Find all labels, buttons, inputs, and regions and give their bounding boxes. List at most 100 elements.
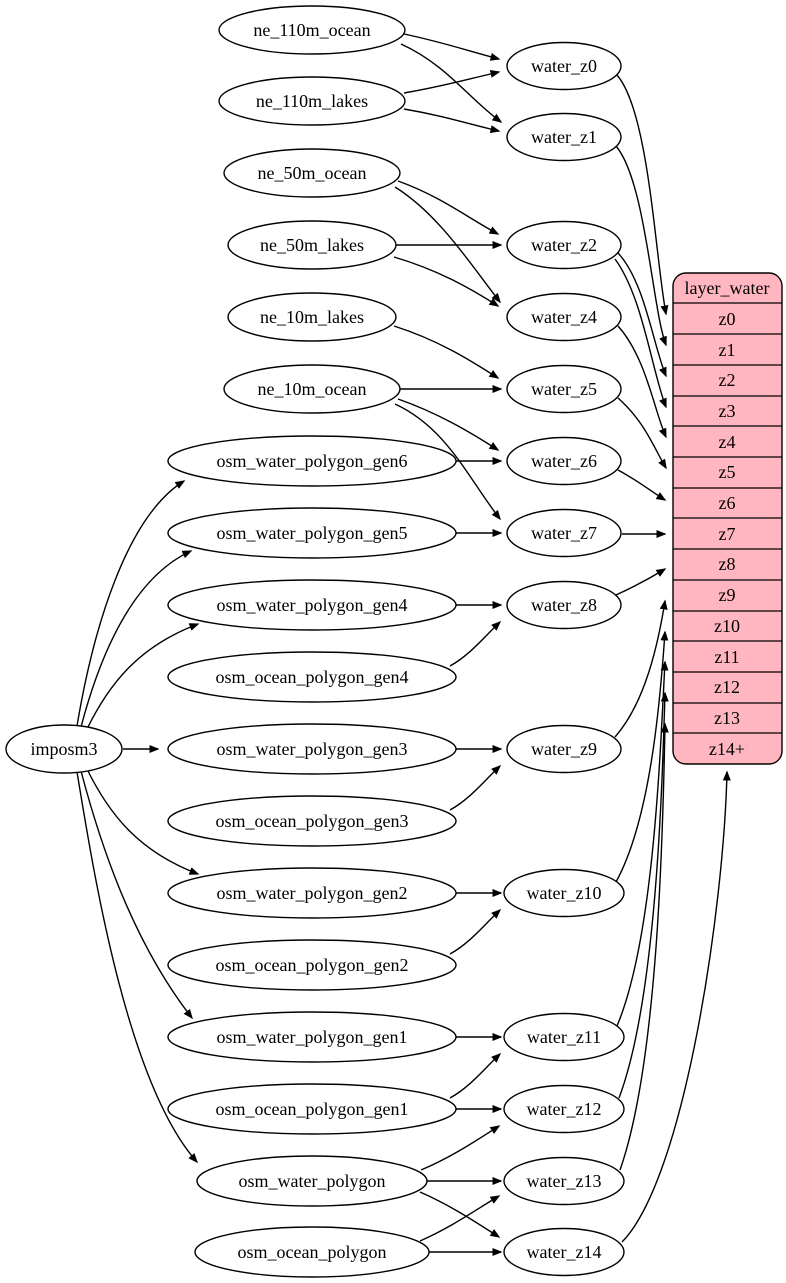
node-water_z11 — [503, 1012, 625, 1062]
edge-ne_110m_lakes-water_z1 — [403, 108, 501, 134]
node-water_z10-label: water_z10 — [527, 883, 602, 903]
node-ne_50m_ocean — [223, 148, 401, 198]
table-row-z8: z8 — [719, 554, 736, 574]
node-imposm3 — [5, 724, 123, 774]
table-row-z2: z2 — [719, 370, 736, 390]
edge-water_z8-z8 — [615, 568, 667, 596]
node-osm_water_polygon_gen4-label: osm_water_polygon_gen4 — [217, 595, 408, 615]
node-imposm3-label: imposm3 — [30, 739, 97, 759]
edge-ne_10m_lakes-water_z5 — [393, 325, 500, 379]
node-osm_ocean_polygon_gen2 — [167, 939, 457, 991]
edge-water_z14-z14plus — [621, 770, 731, 1243]
table-row-z12: z12 — [714, 677, 740, 697]
node-water_z9 — [506, 724, 622, 774]
node-water_z0-label: water_z0 — [531, 56, 597, 76]
node-water_z6 — [506, 436, 622, 486]
edge-ne_50m_lakes-water_z4 — [393, 256, 500, 307]
table-row-z9: z9 — [719, 585, 736, 605]
layer-water-table: layer_water z0 z1 z2 z3 z4 z5 z6 z7 z8 z… — [672, 272, 783, 765]
edge-ne_10m_ocean-water_z6 — [397, 398, 500, 451]
node-osm_water_polygon_gen3-label: osm_water_polygon_gen3 — [217, 739, 408, 759]
node-osm_ocean_polygon_gen4 — [167, 651, 457, 703]
node-water_z7-label: water_z7 — [531, 523, 597, 543]
edge-osm_water_polygon-water_z12 — [420, 1125, 501, 1171]
node-osm_ocean_polygon_gen1 — [167, 1083, 457, 1135]
node-ne_10m_lakes — [227, 292, 397, 342]
edge-imposm3-osm_water_polygon_gen6 — [76, 480, 186, 727]
node-water_z10 — [503, 868, 625, 918]
node-ne_50m_lakes-label: ne_50m_lakes — [260, 235, 364, 255]
edge-ne_50m_ocean-water_z4 — [394, 186, 501, 304]
edge-imposm3-osm_water_polygon_gen2 — [86, 768, 200, 875]
table-title: layer_water — [685, 278, 770, 298]
table-row-z14plus: z14+ — [709, 739, 745, 759]
edge-water_z2-z2 — [617, 252, 667, 378]
edge-imposm3-osm_water_polygon — [76, 771, 198, 1164]
edge-imposm3-osm_water_polygon_gen4 — [86, 623, 200, 730]
table-row-z4: z4 — [719, 432, 736, 452]
edge-water_z12-z12 — [618, 691, 669, 1099]
node-water_z2 — [506, 220, 622, 270]
nodes: ne_110m_ocean ne_110m_lakes ne_50m_ocean… — [5, 5, 625, 1278]
node-osm_water_polygon_gen2 — [167, 867, 457, 919]
node-osm_water_polygon_gen5-label: osm_water_polygon_gen5 — [217, 523, 408, 543]
node-osm_ocean_polygon_gen3 — [167, 795, 457, 847]
node-water_z12 — [503, 1084, 625, 1134]
edge-water_z9-z9 — [614, 599, 668, 738]
table-row-z11: z11 — [714, 647, 739, 667]
node-ne_10m_ocean-label: ne_10m_ocean — [258, 379, 367, 399]
node-osm_water_polygon_gen3 — [167, 723, 457, 775]
table-row-z6: z6 — [719, 493, 736, 513]
node-water_z0 — [506, 41, 622, 91]
node-osm_ocean_polygon_gen2-label: osm_ocean_polygon_gen2 — [216, 955, 409, 975]
node-osm_ocean_polygon-label: osm_ocean_polygon — [238, 1242, 387, 1262]
node-osm_water_polygon_gen5 — [167, 507, 457, 559]
edge-water_z4-z4 — [617, 325, 667, 439]
edge-ne_50m_ocean-water_z2 — [397, 180, 500, 235]
table-row-z3: z3 — [719, 401, 736, 421]
table-row-z7: z7 — [719, 524, 736, 544]
node-water_z1 — [506, 112, 622, 162]
node-water_z13 — [503, 1156, 625, 1206]
node-ne_10m_ocean — [223, 364, 401, 414]
node-water_z8-label: water_z8 — [531, 595, 597, 615]
node-water_z4-label: water_z4 — [531, 307, 597, 327]
table-row-z5: z5 — [719, 462, 736, 482]
edge-imposm3-osm_water_polygon_gen5 — [80, 550, 193, 728]
node-osm_ocean_polygon — [194, 1226, 430, 1278]
edge-water_z2-z3 — [614, 258, 667, 409]
edge-osm_ocean_polygon-water_z13 — [419, 1195, 501, 1242]
edge-water_z13-z13 — [619, 722, 669, 1171]
node-osm_ocean_polygon_gen1-label: osm_ocean_polygon_gen1 — [216, 1099, 409, 1119]
node-ne_110m_lakes-label: ne_110m_lakes — [256, 91, 368, 111]
edge-imposm3-osm_water_polygon_gen1 — [80, 770, 193, 1020]
table-row-z13: z13 — [714, 708, 740, 728]
node-osm_ocean_polygon_gen3-label: osm_ocean_polygon_gen3 — [216, 811, 409, 831]
node-water_z5-label: water_z5 — [531, 379, 597, 399]
edge-ne_10m_ocean-water_z7 — [394, 403, 501, 521]
edge-ne_110m_lakes-water_z0 — [403, 69, 501, 94]
node-ne_110m_ocean — [218, 5, 406, 55]
node-water_z9-label: water_z9 — [531, 739, 597, 759]
node-water_z13-label: water_z13 — [527, 1171, 602, 1191]
table-row-z10: z10 — [714, 616, 740, 636]
node-water_z14 — [503, 1227, 625, 1277]
node-water_z4 — [506, 292, 622, 342]
node-osm_water_polygon_gen1-label: osm_water_polygon_gen1 — [217, 1027, 408, 1047]
node-ne_50m_ocean-label: ne_50m_ocean — [258, 163, 367, 183]
edge-osm_ocean_polygon_gen2-water_z10 — [449, 908, 502, 955]
node-water_z7 — [506, 508, 622, 558]
edge-water_z5-z5 — [617, 397, 667, 470]
node-osm_water_polygon — [196, 1155, 428, 1207]
node-water_z14-label: water_z14 — [527, 1242, 602, 1262]
edge-ne_110m_ocean-water_z0 — [403, 33, 501, 61]
node-water_z6-label: water_z6 — [531, 451, 597, 471]
edge-osm_water_polygon-water_z14 — [419, 1191, 501, 1238]
node-water_z2-label: water_z2 — [531, 235, 597, 255]
edge-osm_ocean_polygon_gen4-water_z8 — [449, 620, 502, 667]
table-row-z1: z1 — [719, 340, 736, 360]
edge-water_z11-z11 — [616, 660, 669, 1027]
node-ne_110m_ocean-label: ne_110m_ocean — [253, 20, 370, 40]
node-osm_water_polygon_gen2-label: osm_water_polygon_gen2 — [217, 883, 408, 903]
